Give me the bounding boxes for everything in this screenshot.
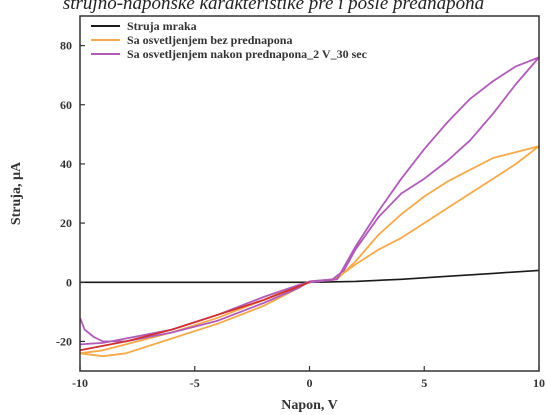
x-tick-label: 5 (421, 376, 427, 390)
y-tick-label: 60 (60, 98, 72, 112)
series-line-1 (79, 145, 540, 358)
series-line-2 (79, 56, 540, 346)
y-tick-label: 80 (60, 39, 72, 53)
series-line-3 (79, 281, 310, 352)
x-tick-label: 0 (307, 376, 313, 390)
legend-entry: Sa osvetljenjem bez prednapona (127, 33, 292, 47)
y-tick-label: 20 (60, 216, 72, 230)
x-tick-label: -10 (72, 376, 88, 390)
y-axis-label: Struja, µA (9, 161, 24, 225)
legend-entry: Sa osvetljenjem nakon prednapona_2 V_30 … (127, 47, 368, 61)
x-axis-label: Napon, V (281, 398, 338, 413)
x-tick-label: -5 (190, 376, 200, 390)
series-layer (79, 56, 540, 358)
axes-layer: -10 -5 0 5 10 -20 0 20 40 60 80 (56, 39, 545, 390)
y-tick-label: -20 (56, 334, 72, 348)
legend-entry: Struja mraka (127, 19, 197, 33)
y-tick-label: 0 (66, 275, 72, 289)
y-tick-label: 40 (60, 157, 72, 171)
figure-caption: strujno-naponske karakteristike pre i po… (62, 0, 485, 14)
x-tick-label: 10 (533, 376, 545, 390)
